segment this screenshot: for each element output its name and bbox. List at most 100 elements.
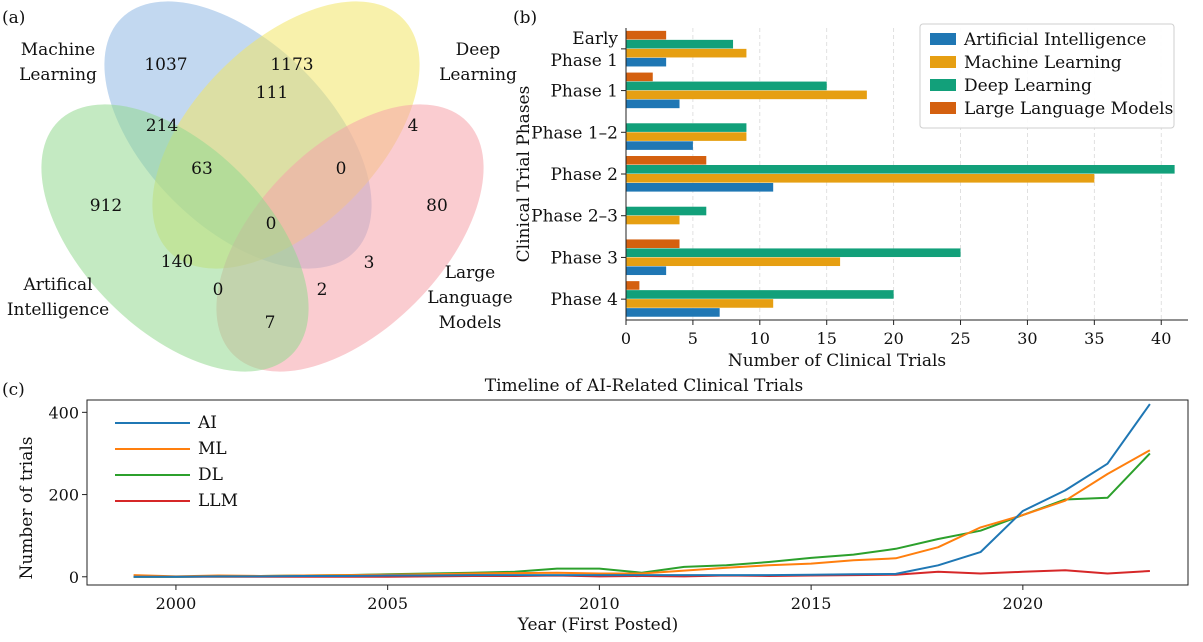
bar-deep-learning: [626, 81, 827, 91]
line-x-axis-label: Year (First Posted): [517, 615, 679, 635]
bar-machine-learning: [626, 174, 1095, 183]
bar-large-language-models: [626, 281, 640, 290]
bar-y-tick-label: Phase 4: [550, 290, 618, 310]
bar-legend-label: Artificial Intelligence: [963, 30, 1146, 50]
venn-count: 4: [408, 116, 419, 136]
line-axes-frame: [82, 399, 1189, 590]
bar-large-language-models: [626, 72, 653, 82]
panel-label-b: (b): [513, 8, 537, 28]
venn-count: 214: [146, 116, 178, 136]
bar-legend-label: Machine Learning: [964, 53, 1122, 73]
line-y-tick-label: 400: [48, 403, 79, 422]
bar-machine-learning: [626, 132, 747, 141]
bar-legend-swatch: [930, 33, 956, 45]
bar-y-tick-label: Phase 3: [550, 248, 618, 268]
bar-x-tick-label: 15: [817, 329, 837, 348]
line-legend-label: LLM: [198, 491, 238, 511]
bar-artificial-intelligence: [626, 266, 667, 276]
bar-x-tick-labels: 0 5 10 15 20 25 30 35 40: [621, 329, 1172, 348]
line-legend-label: AI: [197, 413, 217, 433]
bar-artificial-intelligence: [626, 183, 774, 192]
line-x-tick-label: 2015: [791, 594, 832, 613]
line-y-axis-label: Number of trials: [17, 436, 37, 579]
venn-count: 111: [256, 83, 288, 103]
bar-deep-learning: [626, 248, 961, 258]
venn-diagram: Machine Learning Deep Learning Large Language…: [7, 1, 517, 372]
venn-label-dl: Deep: [456, 40, 501, 60]
venn-label-ml: Learning: [19, 65, 97, 85]
bar-large-language-models: [626, 239, 680, 249]
bar-legend-swatch: [930, 56, 956, 68]
bar-deep-learning: [626, 206, 707, 216]
line-series-dl: [133, 452, 1151, 578]
bar-machine-learning: [626, 215, 680, 225]
line-series-ai: [133, 403, 1151, 578]
venn-label-ai: Artifical: [22, 275, 92, 295]
line-x-tick-labels: 2000 2005 2010 2015 2020: [156, 594, 1044, 613]
bar-deep-learning: [626, 290, 894, 299]
venn-count: 0: [266, 214, 277, 234]
venn-count: 0: [336, 159, 347, 179]
bar-artificial-intelligence: [626, 308, 720, 317]
venn-count: 912: [90, 196, 122, 216]
bar-x-tick-label: 10: [750, 329, 770, 348]
bar-y-tick-label: Early: [572, 29, 618, 49]
bar-x-tick-label: 30: [1017, 329, 1037, 348]
venn-ellipses: [41, 1, 484, 372]
venn-count: 1037: [144, 55, 187, 75]
bar-deep-learning: [626, 39, 734, 49]
venn-count: 0: [213, 280, 224, 300]
bar-x-tick-label: 40: [1151, 329, 1171, 348]
bar-x-tick-label: 0: [621, 329, 631, 348]
line-chart-title: Timeline of AI-Related Clinical Trials: [485, 376, 803, 396]
bar-artificial-intelligence: [626, 99, 680, 109]
bar-machine-learning: [626, 48, 747, 58]
line-y-tick-label: 0: [69, 568, 79, 587]
venn-set-labels: Machine Learning Deep Learning Large Language…: [7, 40, 517, 333]
bar-marks: [626, 30, 1175, 317]
bar-legend-swatch: [930, 102, 956, 114]
bar-y-tick-label: Phase 2: [550, 165, 618, 185]
bar-deep-learning: [626, 165, 1175, 174]
venn-count: 63: [191, 159, 213, 179]
bar-artificial-intelligence: [626, 141, 693, 150]
line-x-tick-label: 2020: [1002, 594, 1043, 613]
bar-machine-learning: [626, 257, 841, 267]
venn-count: 80: [426, 196, 448, 216]
venn-label-llm: Large: [445, 263, 496, 283]
bar-axes: [621, 28, 1188, 325]
bar-y-tick-label: Phase 1: [550, 51, 618, 71]
bar-legend-swatch: [930, 79, 956, 91]
line-x-tick-label: 2010: [579, 594, 620, 613]
venn-label-ai: Intelligence: [7, 300, 109, 320]
line-y-tick-label: 200: [48, 486, 79, 505]
venn-region-counts: 1037 1173 111 4 214 63 0 912 0 80 140 3 0 2 7: [90, 55, 448, 333]
venn-label-llm: Language: [427, 288, 512, 308]
bar-deep-learning: [626, 123, 747, 132]
line-y-tick-labels: 0 200 400: [48, 403, 79, 586]
line-legend-label: DL: [198, 465, 223, 485]
timeline-line-chart: Timeline of AI-Related Clinical Trials 2…: [17, 376, 1189, 635]
venn-count: 2: [317, 280, 328, 300]
bar-legend-label: Deep Learning: [964, 76, 1092, 96]
bar-legend: Artificial Intelligence Machine Learning D…: [919, 23, 1175, 129]
bar-legend-box: [919, 23, 1175, 129]
bar-legend-label: Large Language Models: [964, 99, 1173, 119]
bar-large-language-models: [626, 156, 707, 165]
venn-label-dl: Learning: [439, 65, 517, 85]
line-series: [133, 403, 1151, 578]
line-legend-label: ML: [198, 439, 227, 459]
bar-large-language-models: [626, 30, 667, 40]
bar-x-tick-label: 5: [688, 329, 698, 348]
line-legend: AI ML DL LLM: [115, 413, 238, 511]
venn-label-llm: Models: [439, 313, 502, 333]
panel-label-c: (c): [2, 380, 25, 400]
venn-count: 3: [364, 253, 375, 273]
venn-count: 140: [161, 252, 193, 272]
line-x-tick-label: 2005: [367, 594, 408, 613]
bar-y-tick-label: Phase 1: [550, 82, 618, 102]
bar-y-axis-label: Clinical Trial Phases: [514, 86, 534, 263]
